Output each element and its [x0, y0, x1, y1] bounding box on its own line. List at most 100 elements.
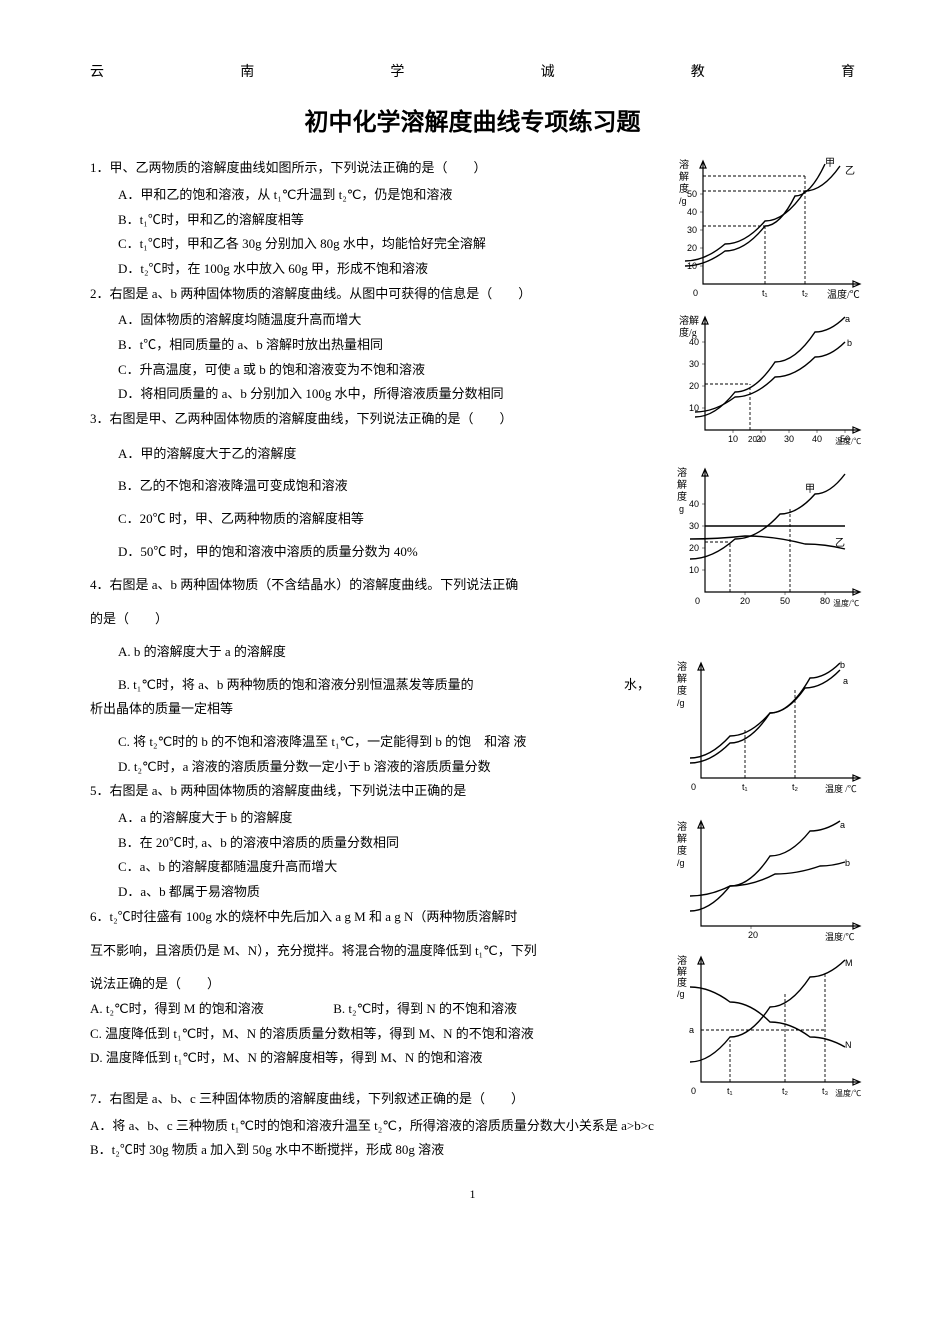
- chart-3: 溶解度g 10203040205080 甲 乙 温度/℃ 0: [675, 464, 875, 614]
- svg-text:0: 0: [695, 596, 700, 606]
- svg-text:温度/℃: 温度/℃: [835, 436, 861, 446]
- q2-opt-d: D．将相同质量的 a、b 分别加入 100g 水中，所得溶液质量分数相同: [90, 382, 650, 407]
- q5-opt-c: C．a、b 的溶解度都随温度升高而增大: [90, 855, 650, 880]
- q6-opt-a: A. t₂℃时，得到 M 的饱和溶液: [90, 997, 330, 1022]
- svg-text:40: 40: [689, 499, 699, 509]
- svg-text:0: 0: [691, 1086, 696, 1096]
- hdr-char: 育: [841, 60, 855, 87]
- svg-text:N: N: [845, 1040, 852, 1050]
- svg-text:t₂: t₂: [792, 782, 799, 792]
- hdr-char: 南: [240, 60, 254, 87]
- svg-text:30: 30: [687, 225, 697, 235]
- q7-opt-b: B．t₂℃时 30g 物质 a 加入到 50g 水中不断搅拌，形成 80g 溶液: [90, 1138, 850, 1163]
- svg-text:乙: 乙: [845, 165, 855, 177]
- svg-text:80: 80: [820, 596, 830, 606]
- svg-text:t₁: t₁: [742, 782, 748, 792]
- page-number: 1: [90, 1183, 855, 1206]
- q2-stem: 2．右图是 a、b 两种固体物质的溶解度曲线。从图中可获得的信息是（ ）: [90, 282, 650, 307]
- q1-opt-b: B．t₁℃时，甲和乙的溶解度相等: [90, 208, 650, 233]
- svg-text:20: 20: [689, 543, 699, 553]
- svg-text:t₁: t₁: [727, 1086, 733, 1096]
- page-title: 初中化学溶解度曲线专项练习题: [90, 101, 855, 147]
- svg-text:t₁: t₁: [762, 288, 768, 298]
- svg-text:温度/℃: 温度/℃: [825, 931, 855, 942]
- chart-1: 溶解度/g 1020304050 t₁ t₂ 温度/℃ 甲 乙 0: [675, 156, 875, 306]
- svg-text:40: 40: [812, 434, 822, 444]
- q3-stem: 3．右图是甲、乙两种固体物质的溶解度曲线，下列说法正确的是（ ）: [90, 407, 650, 432]
- hdr-char: 教: [691, 60, 705, 87]
- svg-text:解: 解: [679, 170, 689, 183]
- svg-text:20: 20: [740, 596, 750, 606]
- svg-text:20 t: 20 t: [748, 435, 762, 444]
- svg-text:t₂: t₂: [802, 288, 809, 298]
- q6-opt-c: C. 温度降低到 t₁℃时，M、N 的溶质质量分数相等，得到 M、N 的不饱和溶…: [90, 1022, 650, 1047]
- hdr-char: 诚: [541, 60, 555, 87]
- q1-opt-c: C．t₁℃时，甲和乙各 30g 分别加入 80g 水中，均能恰好完全溶解: [90, 232, 650, 257]
- svg-text:温度/℃: 温度/℃: [833, 598, 859, 608]
- q2-opt-a: A．固体物质的溶解度均随温度升高而增大: [90, 308, 650, 333]
- svg-text:M: M: [845, 958, 853, 968]
- svg-text:10: 10: [689, 565, 699, 575]
- q2-opt-b: B．t℃，相同质量的 a、b 溶解时放出热量相同: [90, 333, 650, 358]
- q3-opt-c: C．20℃ 时，甲、乙两种物质的溶解度相等: [90, 507, 650, 532]
- svg-text:乙: 乙: [835, 537, 845, 549]
- svg-text:g: g: [679, 504, 684, 514]
- q5-opt-b: B．在 20℃时, a、b 的溶液中溶质的质量分数相同: [90, 831, 650, 856]
- q7-opt-a: A．将 a、b、c 三种物质 t₁℃时的饱和溶液升温至 t₂℃，所得溶液的溶质质…: [90, 1114, 850, 1139]
- svg-text:解: 解: [677, 478, 687, 491]
- hdr-char: 学: [390, 60, 404, 87]
- svg-text:度: 度: [677, 844, 687, 857]
- svg-text:0: 0: [691, 782, 696, 792]
- svg-text:10: 10: [728, 434, 738, 444]
- svg-text:解: 解: [677, 672, 687, 685]
- q4-opt-a: A. b 的溶解度大于 a 的溶解度: [90, 640, 650, 665]
- q6-opt-d: D. 温度降低到 t₁℃时，M、N 的溶解度相等，得到 M、N 的饱和溶液: [90, 1046, 650, 1071]
- svg-text:30: 30: [689, 359, 699, 369]
- svg-text:/g: /g: [679, 196, 687, 206]
- svg-text:t₂: t₂: [782, 1086, 789, 1096]
- q3-opt-a: A．甲的溶解度大于乙的溶解度: [90, 442, 650, 467]
- q4-stem-a: 4．右图是 a、b 两种固体物质（不含结晶水）的溶解度曲线。下列说法正确: [90, 573, 650, 598]
- page-header: 云 南 学 诚 教 育: [90, 60, 855, 87]
- svg-text:溶解: 溶解: [679, 314, 699, 327]
- chart-2: 溶解度/g 102030401020304050 a b 温度/℃ 20 t: [675, 312, 875, 452]
- hdr-char: 云: [90, 60, 104, 87]
- svg-text:a: a: [689, 1025, 694, 1035]
- svg-text:40: 40: [689, 337, 699, 347]
- q5-opt-d: D．a、b 都属于易溶物质: [90, 880, 650, 905]
- q4-opt-b-b: 析出晶体的质量一定相等: [90, 697, 650, 722]
- svg-text:20: 20: [687, 243, 697, 253]
- svg-text:30: 30: [689, 521, 699, 531]
- q5-opt-a: A．a 的溶解度大于 b 的溶解度: [90, 806, 650, 831]
- svg-text:甲: 甲: [805, 484, 815, 495]
- svg-text:50: 50: [687, 189, 697, 199]
- q6-line1: 6．t₂℃时往盛有 100g 水的烧杯中先后加入 a g M 和 a g N（两…: [90, 905, 650, 930]
- svg-text:a: a: [843, 676, 848, 686]
- svg-text:/g: /g: [677, 698, 685, 708]
- svg-text:/g: /g: [677, 989, 685, 999]
- svg-text:/g: /g: [677, 858, 685, 868]
- q4-stem-b: 的是（ ）: [90, 607, 650, 632]
- svg-text:40: 40: [687, 207, 697, 217]
- q4-opt-b-a: B. t₁℃时，将 a、b 两种物质的饱和溶液分别恒温蒸发等质量的: [118, 673, 474, 698]
- svg-text:度: 度: [677, 684, 687, 697]
- figure-column: 溶解度/g 1020304050 t₁ t₂ 温度/℃ 甲 乙 0 溶解度/g …: [675, 156, 875, 1108]
- svg-text:30: 30: [784, 434, 794, 444]
- q4-opt-b-row: B. t₁℃时，将 a、b 两种物质的饱和溶液分别恒温蒸发等质量的 水，: [90, 673, 650, 698]
- text-column: 1．甲、乙两物质的溶解度曲线如图所示，下列说法正确的是（ ） A．甲和乙的饱和溶…: [90, 156, 650, 1163]
- q6-opt-ab: A. t₂℃时，得到 M 的饱和溶液 B. t₂℃时，得到 N 的不饱和溶液: [90, 997, 650, 1022]
- svg-text:甲: 甲: [825, 158, 835, 169]
- svg-text:解: 解: [677, 832, 687, 845]
- svg-text:b: b: [840, 660, 845, 670]
- svg-text:b: b: [845, 858, 850, 868]
- q6-line2: 互不影响，且溶质仍是 M、N），充分搅拌。将混合物的温度降低到 t₁℃，下列: [90, 939, 650, 964]
- svg-text:溶: 溶: [677, 660, 687, 673]
- chart-4: 溶解度/g t₁ t₂ b a 温度 /℃ 0: [675, 658, 875, 798]
- svg-text:a: a: [840, 820, 845, 830]
- svg-text:度: 度: [677, 976, 687, 989]
- q6-line3: 说法正确的是（ ）: [90, 972, 650, 997]
- q1-stem: 1．甲、乙两物质的溶解度曲线如图所示，下列说法正确的是（ ）: [90, 156, 650, 181]
- q4-opt-d: D. t₂℃时，a 溶液的溶质质量分数一定小于 b 溶液的溶质质量分数: [90, 755, 650, 780]
- q1-opt-a: A．甲和乙的饱和溶液，从 t₁℃升温到 t₂℃，仍是饱和溶液: [90, 183, 650, 208]
- q4-opt-b-tail: 水，: [624, 673, 650, 698]
